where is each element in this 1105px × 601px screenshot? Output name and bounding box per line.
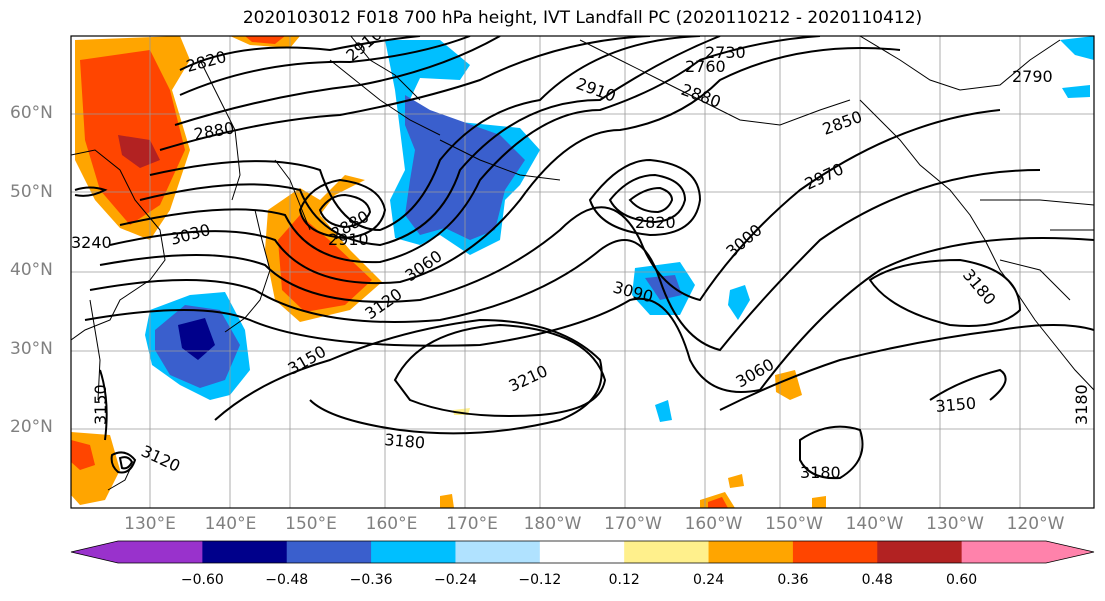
longitude-label: 150°E <box>285 514 337 534</box>
colorbar-segment <box>792 541 878 563</box>
map-title: 2020103012 F018 700 hPa height, IVT Land… <box>242 8 923 28</box>
longitude-label: 180°W <box>523 514 582 534</box>
contour-label: 3180 <box>800 463 841 482</box>
positive-anomaly-region <box>71 440 95 470</box>
contour-label: 3150 <box>935 394 977 416</box>
latitude-label: 40°N <box>10 260 53 280</box>
contour-label: 2820 <box>635 213 676 232</box>
colorbar-segment <box>371 541 456 563</box>
colorbar-tick-label: −0.36 <box>349 572 393 588</box>
colorbar-segment <box>877 541 963 563</box>
contour-label: 2760 <box>685 57 726 76</box>
longitude-label: 160°W <box>684 514 743 534</box>
colorbar-segment <box>624 541 710 563</box>
negative-anomaly-region <box>1060 36 1094 60</box>
colorbar-tick-label: 0.24 <box>692 572 725 588</box>
colorbar-segment <box>455 541 541 563</box>
colorbar-tick-label: 0.48 <box>861 572 893 588</box>
latitude-label: 20°N <box>10 417 53 437</box>
colorbar-tick-label: 0.60 <box>946 572 978 588</box>
colorbar-segment <box>708 541 794 563</box>
colorbar-extend-max <box>1046 541 1094 563</box>
contour-label: 2910 <box>328 230 369 249</box>
negative-anomaly-region <box>1062 85 1090 98</box>
contour-label: 2790 <box>1012 67 1053 86</box>
colorbar-tick-label: 0.36 <box>777 572 809 588</box>
longitude-label: 130°E <box>124 514 176 534</box>
latitude-label: 50°N <box>10 181 53 202</box>
positive-anomaly-region <box>812 496 826 508</box>
strong-positive-anomaly-region <box>118 135 160 168</box>
longitude-label: 130°W <box>926 514 984 534</box>
colorbar-outline <box>70 540 1095 564</box>
colorbar-tick-label: −0.48 <box>265 572 309 588</box>
map-frame <box>70 35 1095 509</box>
longitude-label: 120°W <box>1006 514 1065 534</box>
colorbar-segment <box>286 541 372 563</box>
map-gridlines <box>71 36 1094 508</box>
positive-anomaly-region <box>728 474 744 488</box>
strong-negative-anomaly-region <box>178 318 215 360</box>
colorbar-tick-label: −0.60 <box>180 572 224 588</box>
colorbar-tick-label: 0.12 <box>608 572 640 588</box>
longitude-label: 160°E <box>365 514 418 534</box>
negative-anomaly-region <box>728 285 750 320</box>
latitude-label: 60°N <box>10 103 53 123</box>
contour-label: 3240 <box>71 233 112 252</box>
contour-label: 3150 <box>91 384 110 425</box>
positive-anomaly-region <box>708 497 728 508</box>
colorbar-segment <box>202 541 288 563</box>
positive-anomaly-region <box>245 36 285 44</box>
contour-label: 2730 <box>705 43 746 62</box>
colorbar-segment <box>961 541 1047 563</box>
colorbar <box>70 540 1095 564</box>
longitude-label: 170°E <box>446 514 498 534</box>
longitude-label: 170°W <box>604 514 662 534</box>
longitude-label: 150°W <box>765 514 823 534</box>
longitude-label: 140°W <box>845 514 904 534</box>
ivt-shading <box>71 36 1094 508</box>
colorbar-segment <box>539 541 625 563</box>
negative-anomaly-region <box>655 400 672 422</box>
longitude-label: 140°E <box>204 514 257 534</box>
height-contours <box>74 36 1094 480</box>
colorbar-extend-min <box>71 541 118 563</box>
colorbar-tick-label: −0.12 <box>518 572 562 588</box>
contour-label: 3180 <box>1072 384 1091 425</box>
colorbar-tick-label: −0.24 <box>434 572 477 588</box>
colorbar-segment <box>118 541 203 563</box>
contour-label: 3180 <box>384 430 426 452</box>
positive-anomaly-region <box>775 370 802 400</box>
latitude-label: 30°N <box>10 338 53 359</box>
positive-anomaly-region <box>440 494 454 508</box>
